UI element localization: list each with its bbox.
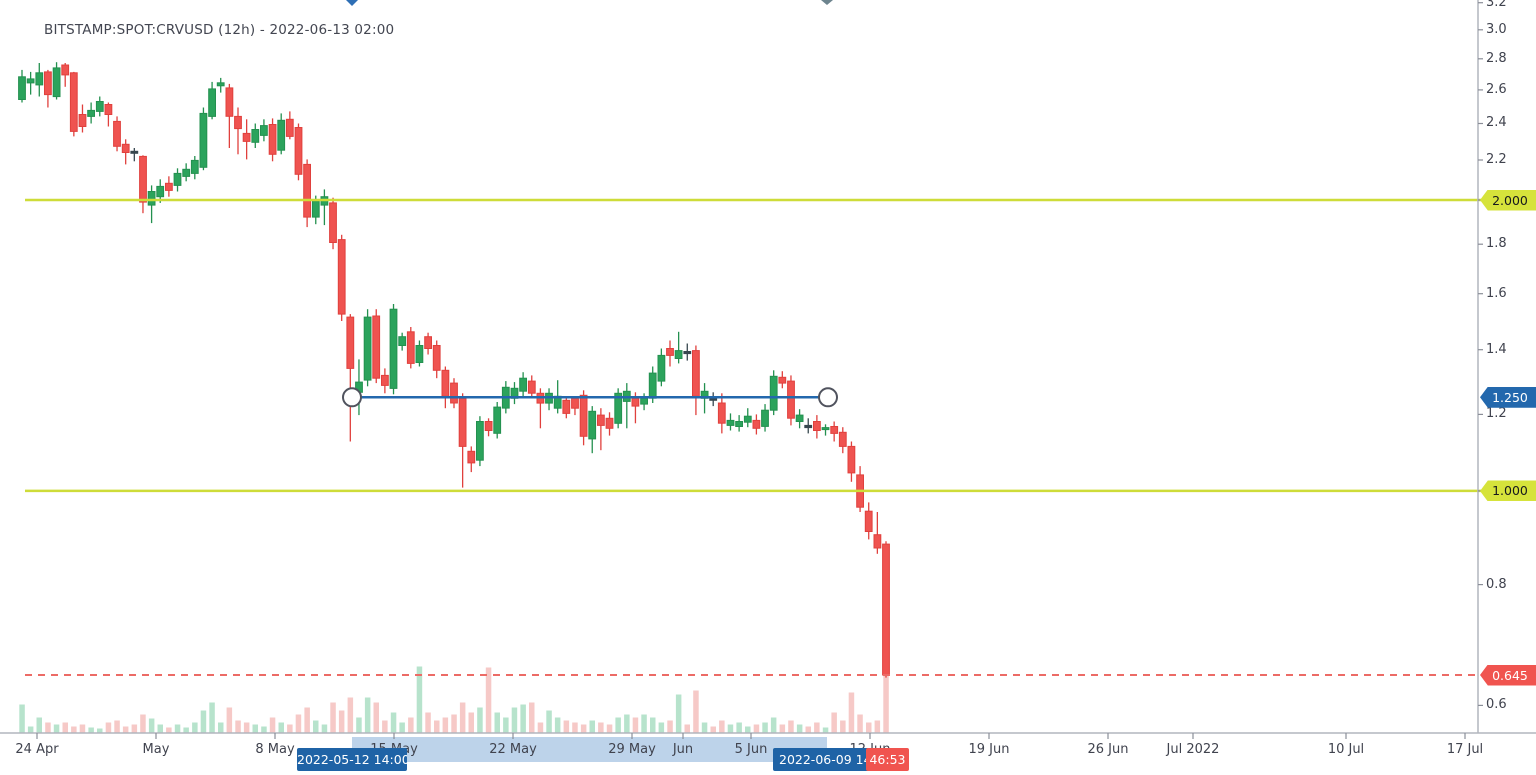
price-axis-label: 2.4: [1486, 115, 1507, 131]
time-axis-label: 22 May: [489, 742, 537, 757]
price-badge-1.250[interactable]: 1.250: [1480, 386, 1536, 408]
candles: [18, 62, 890, 678]
time-axis-label: Jun: [672, 742, 694, 757]
chart-title: BITSTAMP:SPOT:CRVUSD (12h) - 2022-06-13 …: [44, 22, 395, 38]
time-axis-label: 26 Jun: [1087, 742, 1129, 757]
price-axis-label: 2.6: [1486, 81, 1507, 97]
price-axis-label: 1.2: [1486, 406, 1507, 422]
alert-countdown-badge[interactable]: 46:53: [866, 748, 909, 771]
price-axis-label: 1.4: [1486, 341, 1507, 357]
time-axis-label: 5 Jun: [734, 742, 768, 757]
price-axis-label: 3.0: [1486, 21, 1507, 37]
price-axis-label: 0.8: [1486, 576, 1507, 592]
date-badge[interactable]: 2022-06-09 14:: [773, 748, 872, 771]
time-axis-label: 8 May: [255, 742, 295, 757]
time-axis-label: Jul 2022: [1166, 742, 1220, 757]
price-axis-label: 0.6: [1486, 697, 1507, 713]
time-axis-label: 10 Jul: [1327, 742, 1365, 757]
price-axis-label: 2.2: [1486, 151, 1507, 167]
price-axis-label: 2.8: [1486, 50, 1507, 66]
volume-bars: [19, 666, 889, 733]
price-badge-1.000[interactable]: 1.000: [1480, 480, 1536, 502]
time-selection-band: [352, 737, 827, 762]
price-badge-0.645[interactable]: 0.645: [1480, 664, 1536, 686]
measure-handle-right[interactable]: [818, 387, 838, 408]
price-badge-2.000[interactable]: 2.000: [1480, 189, 1536, 211]
price-axis-label: 3.2: [1486, 0, 1507, 10]
price-axis-label: 1.8: [1486, 236, 1507, 252]
time-axis-label: 24 Apr: [15, 742, 59, 757]
time-axis-label: 29 May: [608, 742, 656, 757]
time-axis-label: 17 Jul: [1446, 742, 1484, 757]
date-badge[interactable]: 2022-05-12 14:00: [297, 748, 407, 771]
range-marker-end-icon[interactable]: [821, 0, 833, 5]
time-axis-label: May: [142, 742, 170, 757]
measure-handle-left[interactable]: [342, 387, 362, 408]
price-axis-label: 1.6: [1486, 285, 1507, 301]
time-axis-label: 19 Jun: [968, 742, 1010, 757]
range-marker-start-icon[interactable]: [346, 0, 358, 6]
